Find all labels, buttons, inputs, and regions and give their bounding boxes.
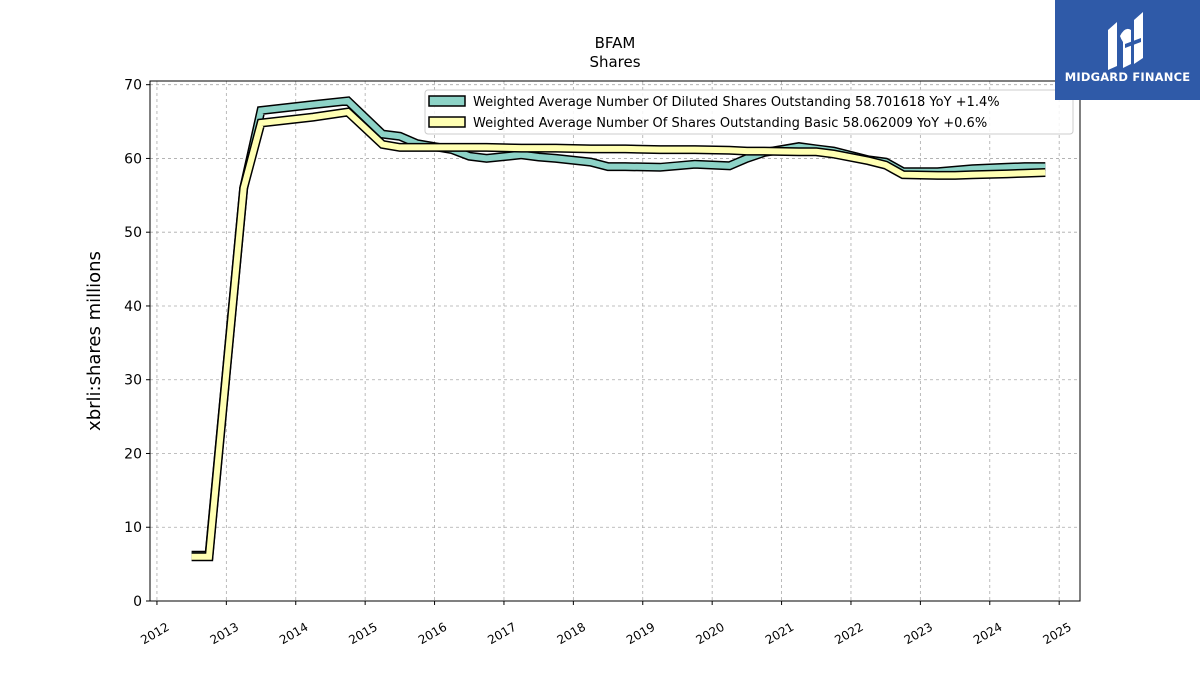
y-tick-label: 0 — [133, 594, 142, 610]
x-tick-label: 2018 — [555, 620, 588, 647]
x-tick-label: 2012 — [138, 620, 171, 647]
x-tick-label: 2024 — [971, 620, 1004, 647]
midgard-finance-logo: MIDGARD FINANCE — [1055, 0, 1200, 100]
legend: Weighted Average Number Of Diluted Share… — [424, 89, 1074, 135]
x-tick-label: 2021 — [763, 620, 796, 647]
y-tick-label: 30 — [124, 373, 142, 389]
y-tick-label: 20 — [124, 446, 142, 462]
x-axis: 2012 2013 2014 2015 2016 2017 2018 2019 2020 2021… — [138, 601, 1074, 647]
plot-frame — [149, 80, 1081, 602]
series-1-fill — [191, 97, 1046, 559]
series-2-fill — [191, 108, 1046, 560]
x-tick-label: 2016 — [416, 620, 449, 647]
legend-box — [424, 89, 1074, 135]
y-tick-label: 70 — [124, 78, 142, 94]
y-axis-label: xbrli:shares millions — [84, 251, 105, 431]
chart-subtitle: Shares — [589, 53, 640, 71]
chart-title: BFAM — [595, 34, 636, 52]
y-tick-label: 50 — [124, 225, 142, 241]
y-tick-label: 40 — [124, 299, 142, 315]
x-tick-label: 2017 — [485, 620, 518, 647]
legend-label: Weighted Average Number Of Diluted Share… — [473, 95, 1000, 110]
logo-text: MIDGARD FINANCE — [1064, 70, 1191, 84]
x-tick-label: 2020 — [693, 620, 726, 647]
series-2-line — [191, 107, 1046, 562]
legend-label: Weighted Average Number Of Shares Outsta… — [473, 116, 987, 131]
x-tick-label: 2014 — [277, 620, 310, 647]
x-tick-label: 2015 — [346, 620, 379, 647]
x-tick-label: 2025 — [1040, 620, 1073, 647]
legend-swatch — [428, 95, 466, 107]
y-axis: 0 10 20 30 40 50 60 70 — [124, 78, 150, 610]
y-tick-label: 10 — [124, 520, 142, 536]
series-1-line — [191, 96, 1046, 560]
series-layer — [191, 96, 1046, 562]
midgard-logo-mark-icon — [1108, 12, 1143, 70]
grid-lines — [150, 81, 1080, 602]
x-tick-label: 2013 — [208, 620, 241, 647]
y-tick-label: 60 — [124, 151, 142, 167]
x-tick-label: 2019 — [624, 620, 657, 647]
x-tick-label: 2023 — [902, 620, 935, 647]
legend-swatch — [428, 116, 466, 128]
series-2-outline — [191, 107, 1046, 562]
x-tick-label: 2022 — [832, 620, 865, 647]
